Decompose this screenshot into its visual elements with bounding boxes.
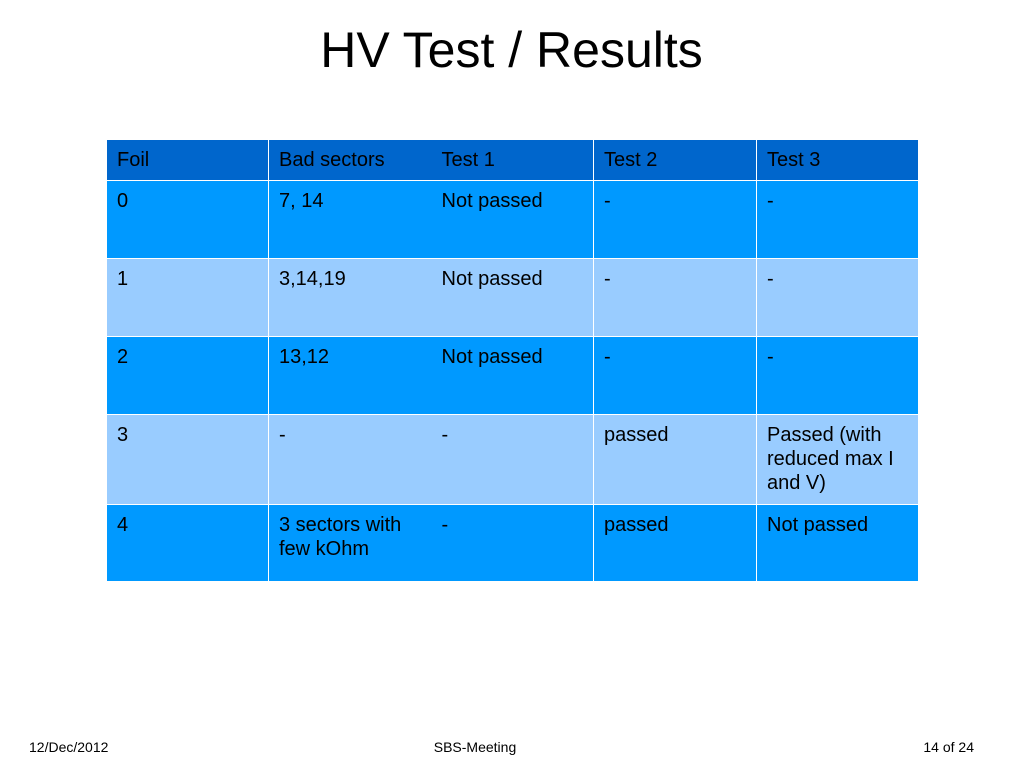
table-row: 0 7, 14 Not passed - -: [106, 180, 919, 259]
table-row: 3 - - passed Passed (with reduced max I …: [106, 414, 919, 505]
cell-test-1: Not passed: [431, 180, 594, 259]
footer-page-number: 14 of 24: [923, 739, 974, 755]
results-table: Foil Bad sectors Test 1 Test 2 Test 3 0 …: [106, 139, 919, 582]
cell-foil: 4: [106, 504, 269, 582]
cell-test-1: -: [431, 414, 594, 505]
header-bad-sectors: Bad sectors: [268, 139, 432, 181]
table-header-row: Foil Bad sectors Test 1 Test 2 Test 3: [106, 139, 919, 181]
cell-test-1: -: [431, 504, 594, 582]
cell-bad-sectors: 3,14,19: [268, 258, 432, 337]
table-row: 4 3 sectors with few kOhm - passed Not p…: [106, 504, 919, 582]
header-test-2: Test 2: [593, 139, 757, 181]
table-row: 1 3,14,19 Not passed - -: [106, 258, 919, 337]
cell-foil: 0: [106, 180, 269, 259]
cell-test-2: -: [593, 336, 757, 415]
cell-foil: 1: [106, 258, 269, 337]
cell-test-3: -: [756, 336, 919, 415]
cell-bad-sectors: 3 sectors with few kOhm: [268, 504, 432, 582]
slide-title: HV Test / Results: [320, 22, 703, 78]
footer-event: SBS-Meeting: [433, 739, 517, 755]
header-test-3: Test 3: [756, 139, 919, 181]
cell-test-2: passed: [593, 414, 757, 505]
cell-bad-sectors: 7, 14: [268, 180, 432, 259]
cell-test-2: -: [593, 258, 757, 337]
header-test-1: Test 1: [431, 139, 594, 181]
cell-foil: 2: [106, 336, 269, 415]
cell-test-2: -: [593, 180, 757, 259]
header-foil: Foil: [106, 139, 269, 181]
cell-test-2: passed: [593, 504, 757, 582]
cell-test-1: Not passed: [431, 336, 594, 415]
footer-date: 12/Dec/2012: [29, 739, 109, 755]
cell-test-3: -: [756, 180, 919, 259]
cell-bad-sectors: -: [268, 414, 432, 505]
cell-bad-sectors: 13,12: [268, 336, 432, 415]
cell-test-1: Not passed: [431, 258, 594, 337]
table-row: 2 13,12 Not passed - -: [106, 336, 919, 415]
cell-foil: 3: [106, 414, 269, 505]
cell-test-3: Not passed: [756, 504, 919, 582]
cell-test-3: Passed (with reduced max I and V): [756, 414, 919, 505]
cell-test-3: -: [756, 258, 919, 337]
